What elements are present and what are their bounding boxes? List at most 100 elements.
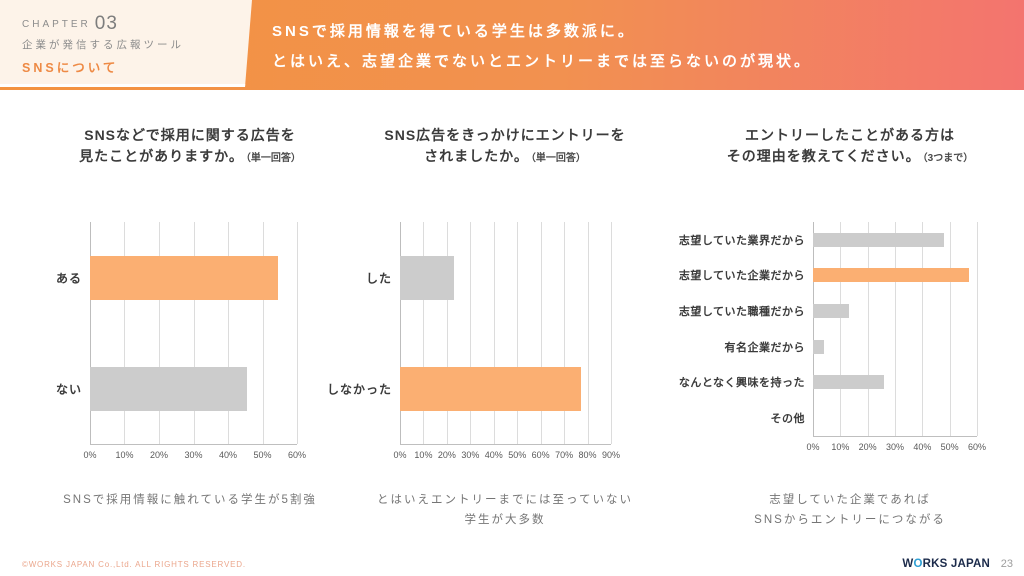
bar-row: 有名企業だから <box>725 329 977 365</box>
gridline <box>922 222 924 436</box>
category-label: ある <box>55 271 82 285</box>
bar-row: なんとなく興味を持った <box>679 365 977 401</box>
chart-entry-reasons: エントリーしたことがある方は その理由を教えてください。 （3つまで） 志望していた… <box>679 125 1010 526</box>
bar <box>400 366 581 411</box>
x-tick-label: 20% <box>149 450 168 460</box>
gridline <box>540 222 542 444</box>
caption-line: 志望していた企業であれば <box>769 494 931 506</box>
gridline <box>949 222 951 436</box>
x-tick-label: 60% <box>287 450 307 460</box>
logo-letters: RKS JAPAN <box>922 558 990 570</box>
chart-plot: したしなかった <box>327 222 612 445</box>
copyright-text: ©WORKS JAPAN Co.,Ltd. ALL RIGHTS RESERVE… <box>22 560 246 569</box>
gridline <box>158 222 160 444</box>
chart-x-axis: 0% 10% 20% 30% 40% 50% 60% 70% 80% 90% <box>393 450 620 464</box>
gridline <box>297 222 298 444</box>
bar <box>813 304 849 319</box>
chart-title-line: SNS広告をきっかけにエントリーを <box>384 127 626 143</box>
x-tick-label: 40% <box>218 450 237 460</box>
chart-plot: ある ない <box>56 222 298 445</box>
chart-title-note: （単一回答） <box>245 153 301 164</box>
gridline <box>124 222 126 444</box>
caption-line: SNSからエントリーにつながる <box>754 514 946 526</box>
x-tick-label: 0% <box>806 442 820 452</box>
caption-line: SNSで採用情報に触れている学生が5割強 <box>63 494 317 506</box>
y-axis-line <box>90 222 91 444</box>
bar-row: 志望していた業界だから <box>679 222 977 258</box>
category-label: その他 <box>770 413 805 426</box>
x-tick-label: 50% <box>253 450 272 460</box>
bar-row: した <box>366 222 611 333</box>
x-tick-label: 60% <box>531 450 550 460</box>
bar <box>90 255 279 300</box>
category-label: 志望していた職種だから <box>678 306 805 319</box>
x-tick-label: 80% <box>578 450 597 460</box>
bar-row: しなかった <box>327 333 611 444</box>
caption-line: とはいえエントリーまでには至っていない <box>377 494 633 506</box>
x-tick-label: 30% <box>184 450 203 460</box>
gridline <box>517 222 519 444</box>
bar-row: ある <box>56 222 297 333</box>
gridline <box>446 222 448 444</box>
gridline <box>564 222 566 444</box>
chart-title-line: 見たことがありますか。 （単一回答） <box>79 148 301 164</box>
gridline <box>262 222 264 444</box>
bar <box>813 232 945 247</box>
gridline <box>840 222 842 436</box>
chart-caption: 志望していた企業であれば SNSからエントリーにつながる <box>670 490 1024 530</box>
category-label: 有名企業だから <box>724 341 805 354</box>
works-japan-logo: WORKS JAPAN <box>902 558 990 570</box>
chart-plot: 志望していた業界だから 志望していた企業だから 志望していた職種だから 有名企業だから… <box>679 222 978 437</box>
chart-title: エントリーしたことがある方は その理由を教えてください。 （3つまで） <box>690 125 1010 169</box>
gridline <box>977 222 978 436</box>
x-tick-label: 30% <box>461 450 480 460</box>
bar-row: ない <box>56 333 297 444</box>
chapter-subtitle: 企業が発信する広報ツール <box>22 39 184 51</box>
bar <box>813 375 885 390</box>
chart-title-line: SNSなどで採用に関する広告を <box>84 127 296 143</box>
banner-headline: SNSで採用情報を得ている学生は多数派に。 とはいえ、志望企業でないとエントリー… <box>272 17 812 77</box>
category-label: しなかった <box>326 382 392 396</box>
chart-x-axis: 0% 10% 20% 30% 40% 50% 60% <box>806 442 986 456</box>
x-tick-label: 0% <box>83 450 97 460</box>
bar-row: 志望していた職種だから <box>679 293 977 329</box>
chart-x-axis: 0% 10% 20% 30% 40% 50% 60% <box>83 450 306 464</box>
gridline <box>193 222 195 444</box>
caption-line: 学生が大多数 <box>464 514 546 526</box>
chart-title-line: その理由を教えてください。 （3つまで） <box>726 148 974 164</box>
chart-entry-from-ad: SNS広告をきっかけにエントリーを されましたか。 （単一回答） したしなかった 0… <box>327 125 655 526</box>
x-tick-label: 50% <box>940 442 959 452</box>
category-label: した <box>365 271 392 285</box>
banner-headline-line2: とはいえ、志望企業でないとエントリーまでは至らないのが現状。 <box>272 53 813 70</box>
chart-caption: SNSで採用情報に触れている学生が5割強 <box>20 490 360 510</box>
chapter-heading: CHAPTER 03 <box>22 13 118 35</box>
chapter-number: 03 <box>94 13 118 34</box>
gridline <box>493 222 495 444</box>
chart-title: SNS広告をきっかけにエントリーを されましたか。 （単一回答） <box>355 125 655 169</box>
x-tick-label: 60% <box>967 442 987 452</box>
chart-title-line: されましたか。 （単一回答） <box>424 148 586 164</box>
x-tick-label: 70% <box>555 450 574 460</box>
chart-title: SNSなどで採用に関する広告を 見たことがありますか。 （単一回答） <box>40 125 340 169</box>
x-tick-label: 20% <box>858 442 877 452</box>
y-axis-line <box>400 222 401 444</box>
chart-title-note: （3つまで） <box>922 153 974 164</box>
chapter-label: CHAPTER <box>22 19 91 30</box>
x-tick-label: 10% <box>115 450 134 460</box>
x-tick-label: 0% <box>393 450 407 460</box>
x-tick-label: 50% <box>508 450 527 460</box>
x-tick-label: 10% <box>414 450 433 460</box>
page-number: 23 <box>1000 558 1013 570</box>
bar <box>90 366 247 411</box>
bar <box>400 255 454 300</box>
gridline <box>895 222 896 436</box>
category-label: ない <box>55 382 82 396</box>
logo-letter: W <box>902 558 914 570</box>
banner-headline-line1: SNSで採用情報を得ている学生は多数派に。 <box>272 23 636 40</box>
chart-sns-ad-seen: SNSなどで採用に関する広告を 見たことがありますか。 （単一回答） あるない 0%… <box>40 125 340 506</box>
bar <box>813 268 969 283</box>
gridline <box>470 222 472 444</box>
x-tick-label: 40% <box>484 450 503 460</box>
x-tick-label: 10% <box>831 442 850 452</box>
